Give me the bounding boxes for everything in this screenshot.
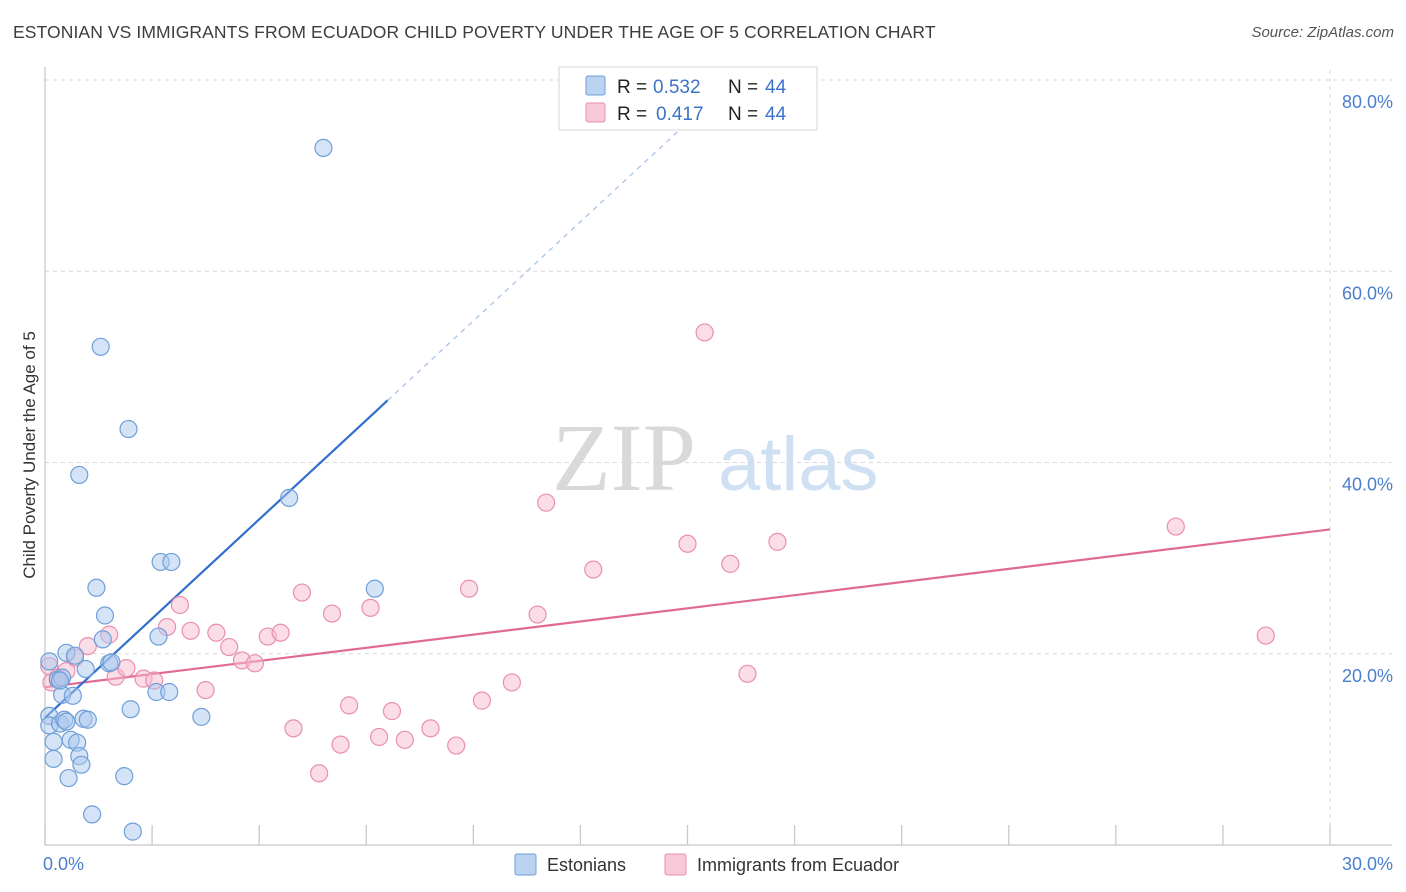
stats-legend: R = 0.532 N = 44 R = 0.417 N = 44 <box>558 66 818 131</box>
ecuador-point <box>322 604 342 623</box>
ecuador-point <box>292 583 312 602</box>
estonian-point <box>95 606 115 625</box>
estonian-point <box>50 671 70 690</box>
estonian-point <box>149 627 168 646</box>
trendline-estonians <box>44 399 389 719</box>
ecuador-point <box>78 636 97 656</box>
ecuador-point <box>245 654 264 673</box>
estonian-point <box>280 488 299 507</box>
ecuador-point <box>1166 517 1185 536</box>
tick-labels: 20.0% 40.0% 60.0% 80.0% 0.0% 30.0% <box>43 92 1393 874</box>
ecuador-point <box>678 534 697 553</box>
y-tick-label-2: 60.0% <box>1342 283 1393 303</box>
ecuador-point <box>537 493 556 512</box>
estonian-point <box>160 682 179 702</box>
estonian-point <box>44 749 63 769</box>
estonian-point <box>87 578 106 597</box>
ecuador-point <box>721 554 740 573</box>
estonian-point <box>59 768 78 788</box>
estonian-point <box>314 138 333 157</box>
ecuador-point <box>695 323 714 342</box>
ecuador-point <box>310 764 329 783</box>
ecuador-point <box>472 691 491 710</box>
legend-r-label-ecuador: R = <box>617 104 647 125</box>
x-tick-label-0: 0.0% <box>43 854 84 874</box>
ecuador-point <box>502 673 521 692</box>
series-legend-swatch-ecuador <box>664 853 687 876</box>
estonian-point <box>115 767 134 786</box>
watermark-zip: ZIP <box>552 404 696 511</box>
ecuador-point <box>447 736 466 755</box>
ecuador-point <box>361 598 380 617</box>
ecuador-point <box>738 664 757 683</box>
estonian-point <box>40 652 59 671</box>
estonian-point <box>365 579 384 598</box>
ecuador-point <box>170 595 190 615</box>
estonian-point <box>57 712 76 731</box>
watermark-atlas: atlas <box>718 422 879 507</box>
watermark: ZIP atlas <box>552 404 879 511</box>
trendline-estonians-extension <box>387 102 710 401</box>
y-axis-label: Child Poverty Under the Age of 5 <box>20 331 39 579</box>
y-tick-label-3: 80.0% <box>1342 92 1393 112</box>
ecuador-point <box>370 727 389 747</box>
series-legend-label-estonians: Estonians <box>547 855 626 875</box>
ecuador-point <box>196 680 215 700</box>
gridlines <box>45 70 1392 845</box>
series-legend-swatch-estonians <box>514 853 537 876</box>
estonian-point <box>162 552 181 572</box>
estonian-point <box>123 822 142 841</box>
estonian-point <box>93 630 112 649</box>
series-legend: Estonians Immigrants from Ecuador <box>514 853 899 876</box>
y-tick-label-0: 20.0% <box>1342 666 1393 686</box>
legend-n-value-ecuador: 44 <box>765 104 787 125</box>
estonian-point <box>78 710 97 729</box>
ecuador-point <box>1256 626 1275 645</box>
series-estonians-points <box>40 138 384 841</box>
series-legend-label-ecuador: Immigrants from Ecuador <box>697 855 899 875</box>
ecuador-point <box>271 623 290 642</box>
ecuador-point <box>220 637 239 657</box>
ecuador-point <box>284 719 303 738</box>
estonian-point <box>76 659 95 679</box>
series-ecuador-points <box>40 323 1275 783</box>
estonian-point <box>72 755 91 774</box>
ecuador-point <box>459 579 479 598</box>
chart-title: ESTONIAN VS IMMIGRANTS FROM ECUADOR CHIL… <box>13 22 936 42</box>
estonian-point <box>121 700 140 719</box>
legend-n-label-ecuador: N = <box>728 104 758 125</box>
estonian-point <box>44 732 63 751</box>
estonian-point <box>192 707 211 726</box>
ecuador-point <box>584 560 603 579</box>
estonian-point <box>65 646 85 665</box>
ecuador-point <box>181 621 200 640</box>
estonian-point <box>91 337 110 356</box>
estonian-point <box>70 465 89 485</box>
ecuador-point <box>395 730 414 749</box>
estonian-point <box>119 419 138 439</box>
legend-n-value-estonians: 44 <box>765 77 787 98</box>
estonian-point <box>63 686 82 705</box>
legend-r-label-estonians: R = <box>617 77 647 98</box>
y-tick-label-1: 40.0% <box>1342 475 1393 495</box>
ecuador-point <box>382 702 402 721</box>
legend-r-value-estonians: 0.532 <box>653 77 701 98</box>
ecuador-point <box>207 623 226 642</box>
legend-swatch-estonians <box>585 75 606 96</box>
x-tick-label-1: 30.0% <box>1342 854 1393 874</box>
estonian-point <box>102 653 121 672</box>
ecuador-point <box>340 696 359 715</box>
legend-r-value-ecuador: 0.417 <box>656 104 704 125</box>
ecuador-point <box>331 735 350 754</box>
source-credit: Source: ZipAtlas.com <box>1251 24 1394 41</box>
legend-n-label-estonians: N = <box>728 77 758 98</box>
ecuador-point <box>528 605 547 624</box>
estonian-point <box>83 805 102 824</box>
ecuador-point <box>421 719 440 738</box>
legend-swatch-ecuador <box>585 102 606 123</box>
ecuador-point <box>768 532 787 551</box>
